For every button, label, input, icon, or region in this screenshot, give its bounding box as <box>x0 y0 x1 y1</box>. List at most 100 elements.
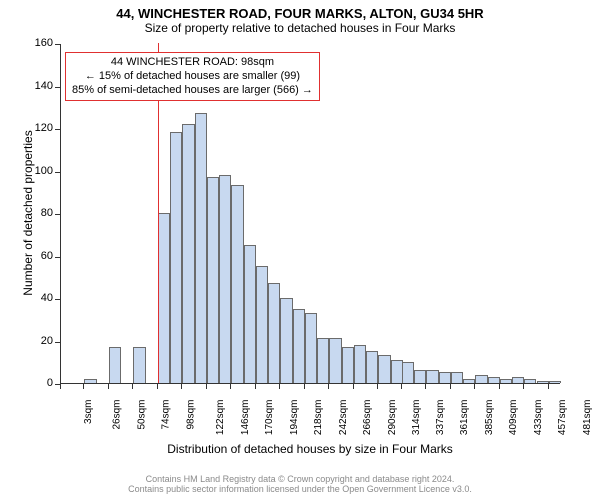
annotation-line3: 85% of semi-detached houses are larger (… <box>72 84 313 98</box>
histogram-bar <box>488 377 500 383</box>
chart-container: 44, WINCHESTER ROAD, FOUR MARKS, ALTON, … <box>0 0 600 500</box>
xtick-label: 361sqm <box>459 400 470 436</box>
xtick-mark <box>523 384 524 389</box>
xtick-mark <box>279 384 280 389</box>
histogram-bar <box>219 175 231 383</box>
xtick-label: 3sqm <box>83 400 94 424</box>
xtick-mark <box>206 384 207 389</box>
histogram-bar <box>231 185 243 383</box>
histogram-bar <box>317 338 329 383</box>
histogram-bar <box>109 347 121 383</box>
xtick-label: 98sqm <box>185 400 196 430</box>
xtick-label: 409sqm <box>508 400 519 436</box>
xtick-label: 481sqm <box>582 400 593 436</box>
histogram-bar <box>537 381 549 383</box>
histogram-bar <box>195 113 207 383</box>
ytick-mark <box>55 257 60 258</box>
histogram-bar <box>342 347 354 383</box>
xtick-label: 122sqm <box>216 400 227 436</box>
ytick-mark <box>55 129 60 130</box>
ytick-mark <box>55 44 60 45</box>
histogram-bar <box>451 372 463 383</box>
xtick-mark <box>425 384 426 389</box>
xtick-mark <box>83 384 84 389</box>
y-axis-label: Number of detached properties <box>21 103 35 323</box>
xtick-label: 242sqm <box>338 400 349 436</box>
histogram-bar <box>549 381 561 383</box>
xtick-label: 50sqm <box>136 400 147 430</box>
histogram-bar <box>439 372 451 383</box>
histogram-bar <box>280 298 292 383</box>
xtick-label: 385sqm <box>484 400 495 436</box>
ytick-mark <box>55 87 60 88</box>
histogram-bar <box>256 266 268 383</box>
histogram-bar <box>305 313 317 383</box>
xtick-mark <box>132 384 133 389</box>
xtick-label: 314sqm <box>411 400 422 436</box>
histogram-bar <box>170 132 182 383</box>
xtick-mark <box>255 384 256 389</box>
histogram-bar <box>402 362 414 383</box>
histogram-bar <box>244 245 256 383</box>
ytick-label: 0 <box>25 377 53 389</box>
xtick-mark <box>450 384 451 389</box>
xtick-mark <box>60 384 61 389</box>
ytick-label: 160 <box>25 37 53 49</box>
ytick-mark <box>55 214 60 215</box>
xtick-mark <box>353 384 354 389</box>
xtick-mark <box>328 384 329 389</box>
ytick-label: 20 <box>25 335 53 347</box>
histogram-bar <box>133 347 145 383</box>
xtick-label: 457sqm <box>557 400 568 436</box>
footer: Contains HM Land Registry data © Crown c… <box>0 474 600 494</box>
xtick-label: 266sqm <box>362 400 373 436</box>
annotation-line2: ← 15% of detached houses are smaller (99… <box>72 70 313 84</box>
xtick-mark <box>474 384 475 389</box>
xtick-label: 433sqm <box>533 400 544 436</box>
histogram-bar <box>268 283 280 383</box>
histogram-bar <box>293 309 305 383</box>
title-line1: 44, WINCHESTER ROAD, FOUR MARKS, ALTON, … <box>0 6 600 21</box>
xtick-mark <box>157 384 158 389</box>
xtick-label: 218sqm <box>313 400 324 436</box>
histogram-bar <box>426 370 438 383</box>
ytick-mark <box>55 172 60 173</box>
histogram-bar <box>414 370 426 383</box>
xtick-label: 74sqm <box>161 400 172 430</box>
histogram-bar <box>524 379 536 383</box>
histogram-bar <box>158 213 170 383</box>
xtick-label: 194sqm <box>289 400 300 436</box>
histogram-bar <box>329 338 341 383</box>
ytick-mark <box>55 342 60 343</box>
xtick-mark <box>108 384 109 389</box>
xtick-label: 290sqm <box>387 400 398 436</box>
ytick-mark <box>55 299 60 300</box>
annotation-box: 44 WINCHESTER ROAD: 98sqm ← 15% of detac… <box>65 52 320 101</box>
histogram-bar <box>463 379 475 383</box>
xtick-mark <box>377 384 378 389</box>
histogram-bar <box>512 377 524 383</box>
x-axis-label: Distribution of detached houses by size … <box>60 442 560 456</box>
xtick-label: 337sqm <box>435 400 446 436</box>
histogram-bar <box>207 177 219 383</box>
xtick-mark <box>499 384 500 389</box>
xtick-label: 170sqm <box>264 400 275 436</box>
histogram-bar <box>475 375 487 384</box>
xtick-mark <box>548 384 549 389</box>
annotation-line1: 44 WINCHESTER ROAD: 98sqm <box>72 56 313 70</box>
xtick-mark <box>401 384 402 389</box>
histogram-bar <box>354 345 366 383</box>
ytick-label: 140 <box>25 80 53 92</box>
footer-line2: Contains public sector information licen… <box>0 484 600 494</box>
xtick-label: 26sqm <box>112 400 123 430</box>
histogram-bar <box>500 379 512 383</box>
histogram-bar <box>366 351 378 383</box>
xtick-mark <box>181 384 182 389</box>
xtick-label: 146sqm <box>240 400 251 436</box>
title-line2: Size of property relative to detached ho… <box>0 21 600 35</box>
chart-title: 44, WINCHESTER ROAD, FOUR MARKS, ALTON, … <box>0 0 600 35</box>
histogram-bar <box>182 124 194 383</box>
histogram-bar <box>84 379 96 383</box>
xtick-mark <box>304 384 305 389</box>
xtick-mark <box>230 384 231 389</box>
